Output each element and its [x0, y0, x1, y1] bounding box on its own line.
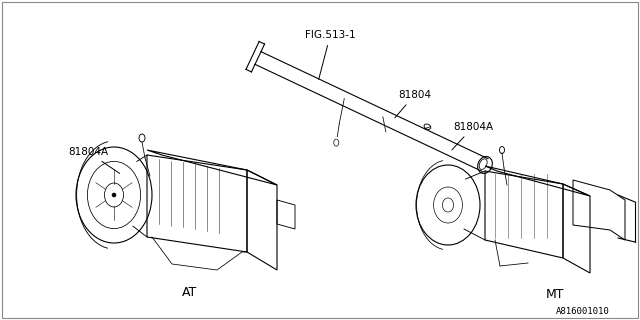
Ellipse shape [112, 193, 116, 197]
Text: 81804A: 81804A [68, 147, 120, 173]
Text: FIG.513-1: FIG.513-1 [305, 30, 356, 79]
Text: AT: AT [182, 285, 198, 299]
Text: 81804: 81804 [395, 90, 431, 118]
Text: MT: MT [546, 289, 564, 301]
Text: 81804A: 81804A [452, 122, 493, 150]
Text: A816001010: A816001010 [556, 308, 610, 316]
